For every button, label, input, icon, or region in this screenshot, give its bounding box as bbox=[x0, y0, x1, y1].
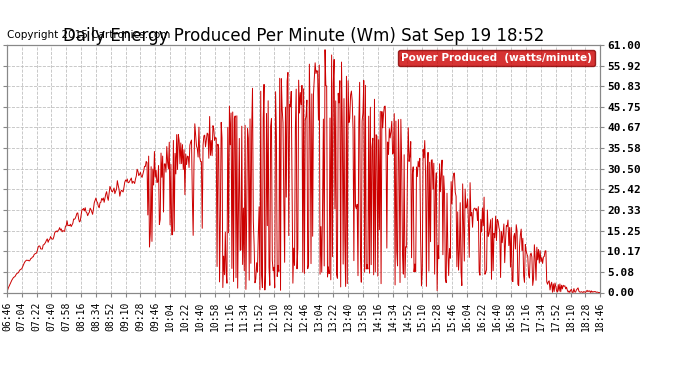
Legend: Power Produced  (watts/minute): Power Produced (watts/minute) bbox=[398, 50, 595, 66]
Text: Copyright 2015 Cartronics.com: Copyright 2015 Cartronics.com bbox=[7, 30, 170, 40]
Title: Daily Energy Produced Per Minute (Wm) Sat Sep 19 18:52: Daily Energy Produced Per Minute (Wm) Sa… bbox=[63, 27, 544, 45]
